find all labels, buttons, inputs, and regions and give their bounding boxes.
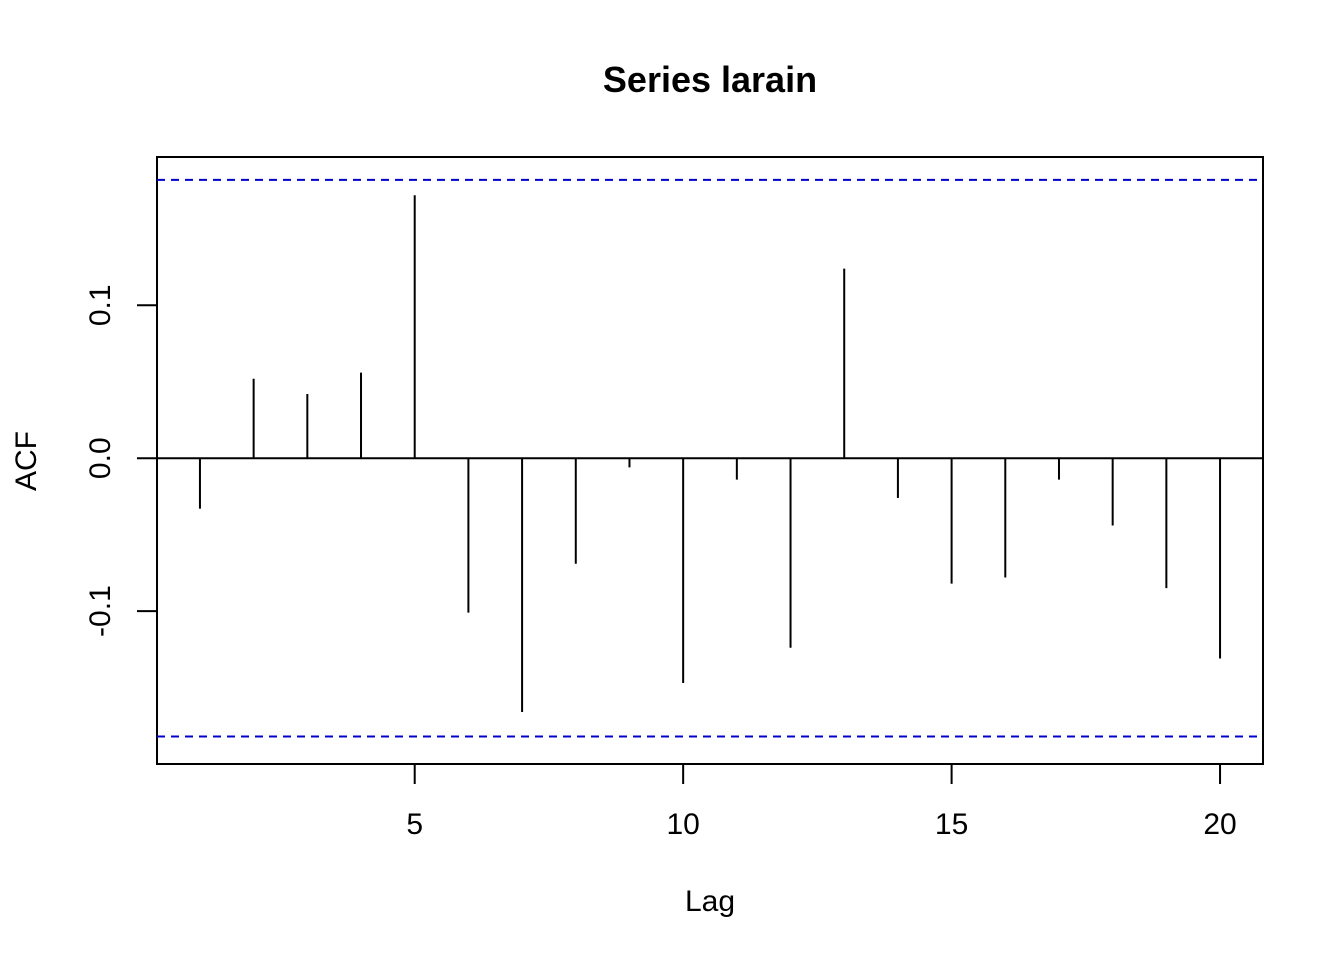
y-tick-label-2: 0.1: [84, 284, 117, 326]
x-axis-label: Lag: [685, 885, 735, 918]
x-tick-label-5: 5: [406, 808, 423, 841]
chart-title: Series larain: [603, 59, 817, 100]
y-tick-label-0: -0.1: [84, 585, 117, 637]
y-axis-label: ACF: [10, 431, 43, 491]
x-tick-label-10: 10: [666, 808, 699, 841]
y-tick-label-1: 0.0: [84, 437, 117, 479]
x-tick-label-15: 15: [935, 808, 968, 841]
chart-marks: 5 10 15 20 -0.1 0.0 0.1: [84, 178, 1263, 841]
plot-frame: [156, 156, 1264, 765]
x-tick-label-20: 20: [1203, 808, 1236, 841]
